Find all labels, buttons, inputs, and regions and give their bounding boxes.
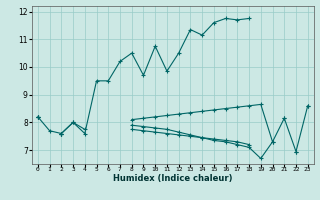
X-axis label: Humidex (Indice chaleur): Humidex (Indice chaleur) xyxy=(113,174,233,183)
